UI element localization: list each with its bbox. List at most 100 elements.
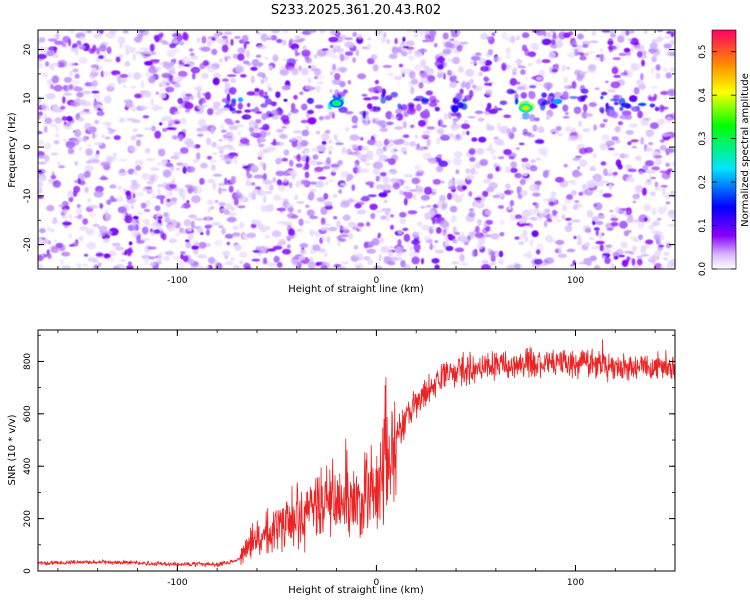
heatmap-cell bbox=[163, 115, 173, 122]
heatmap-cell bbox=[361, 195, 370, 202]
heatmap-cell bbox=[132, 128, 138, 133]
heatmap-cell bbox=[132, 215, 139, 220]
heatmap-cell bbox=[118, 117, 126, 123]
heatmap-cell bbox=[256, 111, 263, 114]
heatmap-cell bbox=[268, 65, 273, 71]
heatmap-cell bbox=[182, 202, 191, 209]
heatmap-cell bbox=[461, 80, 467, 88]
heatmap-cell bbox=[272, 138, 277, 146]
heatmap-cell bbox=[562, 116, 570, 119]
heatmap-cell bbox=[445, 245, 454, 252]
heatmap-cell bbox=[112, 242, 121, 247]
heatmap-cell bbox=[158, 40, 168, 43]
heatmap-cell bbox=[610, 30, 616, 34]
heatmap-cell bbox=[510, 161, 518, 169]
heatmap-cell bbox=[294, 49, 299, 57]
heatmap-cell bbox=[651, 221, 661, 227]
heatmap-cell bbox=[38, 181, 44, 188]
heatmap-cell bbox=[157, 218, 162, 225]
heatmap-cell bbox=[262, 173, 267, 182]
heatmap-cell bbox=[338, 106, 348, 113]
heatmap-cell bbox=[374, 140, 384, 148]
heatmap-cell bbox=[257, 44, 267, 50]
heatmap-cell bbox=[79, 225, 89, 231]
heatmap-cell bbox=[428, 101, 438, 107]
heatmap-cell bbox=[548, 239, 557, 244]
heatmap-cell bbox=[143, 208, 151, 213]
heatmap-cell bbox=[312, 154, 319, 160]
heatmap-cell bbox=[264, 91, 268, 95]
heatmap-cell bbox=[221, 44, 229, 53]
heatmap-cell bbox=[253, 189, 259, 194]
heatmap-cell bbox=[195, 265, 204, 269]
heatmap-cell bbox=[500, 219, 505, 225]
heatmap-cell bbox=[92, 67, 98, 73]
heatmap-cell bbox=[549, 128, 559, 135]
heatmap-cell bbox=[226, 93, 231, 102]
heatmap-cell bbox=[344, 41, 355, 48]
heatmap-cell bbox=[534, 139, 545, 144]
heatmap-cell bbox=[455, 92, 463, 100]
heatmap-cell bbox=[509, 35, 516, 44]
heatmap-cell bbox=[447, 192, 453, 200]
heatmap-cell bbox=[309, 188, 317, 192]
heatmap-cell bbox=[373, 265, 383, 269]
snr-y-tick-label: 600 bbox=[23, 405, 33, 422]
heatmap-cell bbox=[398, 63, 404, 68]
heatmap-cell bbox=[52, 54, 60, 59]
heatmap-cell bbox=[118, 77, 128, 83]
heatmap-cell bbox=[381, 36, 386, 43]
heatmap-cell bbox=[421, 100, 429, 105]
heatmap-cell bbox=[339, 234, 349, 238]
heatmap-cell bbox=[333, 216, 338, 220]
heatmap-cell bbox=[607, 89, 616, 93]
heatmap-cell bbox=[428, 157, 437, 165]
heatmap-cell bbox=[68, 244, 76, 247]
heatmap-cell bbox=[604, 257, 611, 265]
heatmap-cell bbox=[103, 51, 107, 60]
heatmap-cell bbox=[329, 89, 333, 94]
heatmap-cell bbox=[656, 118, 666, 126]
heatmap-cell bbox=[459, 41, 469, 45]
heatmap-cell bbox=[232, 225, 239, 230]
heatmap-cell bbox=[370, 212, 376, 220]
heatmap-cell bbox=[555, 239, 565, 246]
heatmap-cell bbox=[662, 67, 668, 72]
heatmap-cell bbox=[206, 224, 213, 228]
heatmap-cell bbox=[346, 173, 354, 181]
heatmap-cell bbox=[202, 60, 209, 67]
heatmap-cell bbox=[62, 35, 71, 44]
heatmap-cell bbox=[328, 178, 334, 183]
heatmap-cell bbox=[173, 111, 181, 115]
heatmap-cell bbox=[574, 48, 579, 57]
heatmap-cell bbox=[607, 40, 614, 45]
snr-series-line bbox=[38, 339, 675, 568]
heatmap-cell bbox=[275, 158, 282, 165]
heatmap-cell bbox=[286, 170, 295, 175]
heatmap-cell bbox=[552, 209, 557, 216]
heatmap-cell bbox=[408, 50, 413, 55]
heatmap-cell bbox=[454, 247, 465, 253]
heatmap-cell bbox=[206, 155, 213, 160]
heatmap-cell bbox=[436, 165, 444, 173]
heatmap-cell bbox=[581, 111, 586, 119]
heatmap-cell bbox=[115, 263, 125, 269]
heatmap-cell bbox=[546, 218, 553, 223]
heatmap-cell bbox=[381, 183, 392, 191]
heatmap-cell bbox=[506, 128, 512, 137]
heatmap-cell bbox=[251, 59, 260, 67]
heatmap-cell bbox=[334, 73, 341, 81]
heatmap-cell bbox=[640, 136, 645, 145]
heatmap-cell bbox=[403, 198, 408, 206]
heatmap-cell bbox=[605, 140, 615, 147]
heatmap-cell bbox=[586, 180, 597, 188]
heatmap-cell bbox=[306, 209, 315, 217]
heatmap-cell bbox=[414, 134, 418, 139]
heatmap-cell bbox=[68, 196, 74, 203]
heatmap-cell bbox=[288, 38, 294, 44]
heatmap-cell bbox=[434, 249, 445, 254]
heatmap-cell bbox=[611, 66, 619, 75]
heatmap-cell bbox=[230, 175, 236, 184]
heatmap-cell bbox=[279, 68, 290, 76]
heatmap-cell bbox=[135, 192, 145, 197]
